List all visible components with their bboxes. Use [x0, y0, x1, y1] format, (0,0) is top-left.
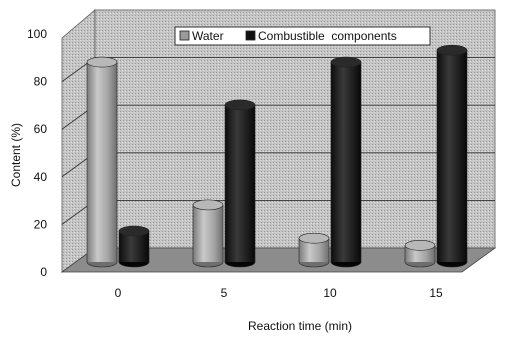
bars [86, 44, 468, 268]
bar-combustible-10 [330, 56, 362, 268]
legend-label-water: Water [192, 29, 224, 43]
legend-swatch-combustible [245, 30, 256, 41]
legend: Water Combustible components [174, 26, 431, 46]
x-tick-label: 10 [323, 286, 337, 300]
bar-water-10 [298, 232, 330, 268]
y-tick-label: 100 [27, 27, 47, 41]
y-tick-label: 40 [34, 170, 48, 184]
bar-combustible-0 [118, 225, 150, 268]
floor [60, 247, 497, 273]
bar-combustible-5 [224, 99, 256, 268]
x-axis-title: Reaction time (min) [248, 319, 352, 333]
bar-water-15 [404, 240, 436, 268]
legend-swatch-water [179, 30, 190, 41]
plot-walls [60, 9, 497, 273]
bar-water-5 [192, 199, 224, 268]
x-tick-label: 0 [115, 286, 122, 300]
bar-water-0 [86, 56, 118, 268]
back-wall [94, 9, 496, 249]
x-tick-label: 15 [429, 286, 443, 300]
x-tick-labels: 0 5 10 15 [115, 286, 443, 300]
y-axis-title: Content (%) [9, 123, 23, 187]
y-tick-labels: 0 20 40 60 80 100 [27, 27, 47, 279]
y-tick-label: 20 [34, 217, 48, 231]
y-tick-label: 80 [34, 75, 48, 89]
legend-box [174, 26, 431, 46]
y-tick-label: 0 [40, 265, 47, 279]
y-tick-label: 60 [34, 122, 48, 136]
legend-label-combustible: Combustible components [258, 29, 397, 43]
bar-combustible-15 [436, 44, 468, 268]
x-tick-label: 5 [221, 286, 228, 300]
